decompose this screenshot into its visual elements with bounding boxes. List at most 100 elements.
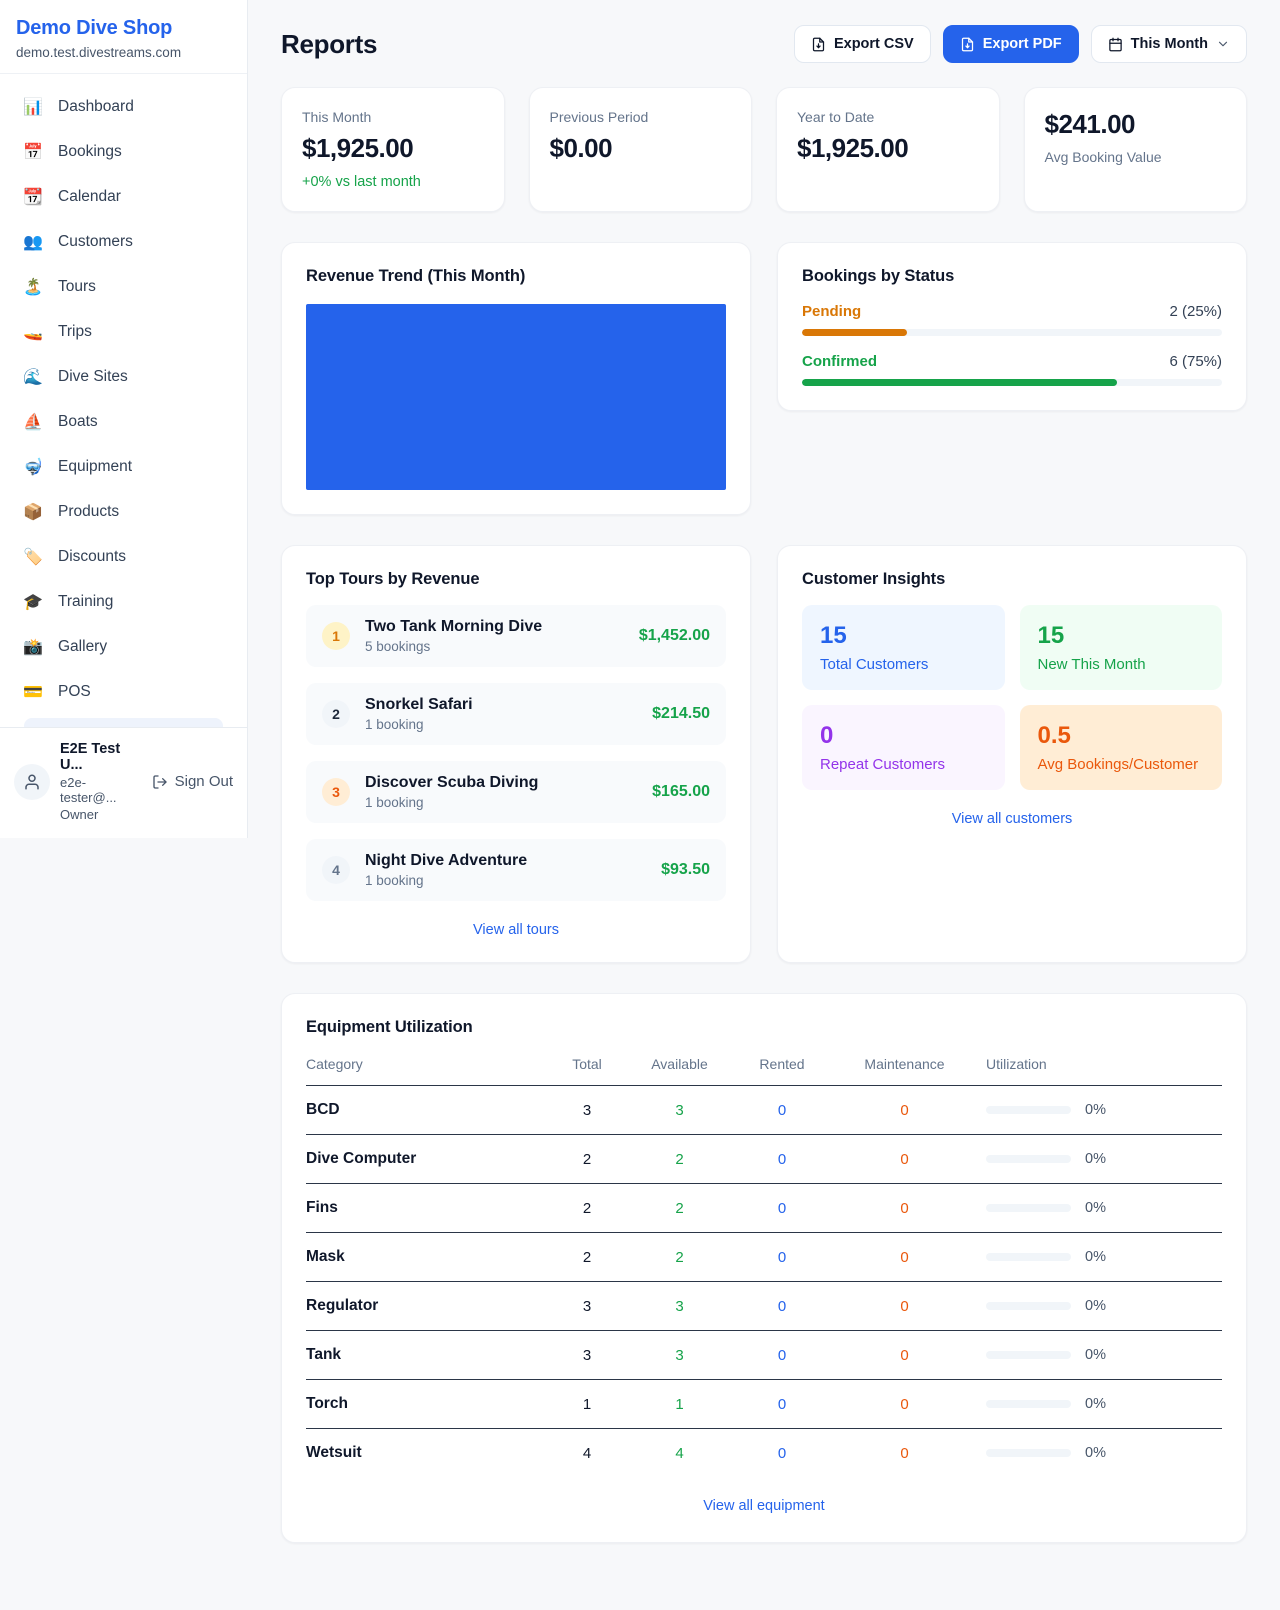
tour-list-item: 1 Two Tank Morning Dive 5 bookings $1,45…: [306, 605, 726, 667]
table-row: Regulator 3 3 0 0 0%: [306, 1281, 1222, 1331]
cell-available: 4: [675, 1444, 684, 1462]
tour-name: Discover Scuba Diving: [365, 774, 539, 791]
cell-category: Mask: [306, 1232, 542, 1282]
sidebar-item-label: Products: [58, 503, 120, 520]
stat-value: $1,925.00: [797, 133, 909, 163]
brand: Demo Dive Shop demo.test.divestreams.com: [0, 0, 247, 74]
export-csv-button[interactable]: Export CSV: [793, 25, 931, 63]
cell-category: Dive Computer: [306, 1134, 542, 1184]
sidebar-item-partial[interactable]: [24, 718, 223, 727]
view-all-equipment-link[interactable]: View all equipment: [703, 1498, 825, 1514]
insights-row: Top Tours by Revenue 1 Two Tank Morning …: [281, 545, 1247, 963]
island-icon: 🏝️: [23, 279, 43, 296]
sidebar-item-discounts[interactable]: 🏷️ Discounts: [12, 538, 235, 576]
period-label: This Month: [1130, 36, 1208, 52]
rank-badge: 3: [322, 778, 350, 806]
utilization-bar: [986, 1155, 1071, 1163]
calendar-icon: [1108, 37, 1122, 51]
utilization-bar: [986, 1253, 1071, 1261]
tour-list-item: 3 Discover Scuba Diving 1 booking $165.0…: [306, 761, 726, 823]
user-name: E2E Test U...: [60, 741, 121, 773]
table-row: Torch 1 1 0 0 0%: [306, 1379, 1222, 1429]
sidebar-item-pos[interactable]: 💳 POS: [12, 673, 235, 711]
cell-maintenance: 0: [837, 1183, 972, 1233]
table-row: Dive Computer 2 2 0 0 0%: [306, 1134, 1222, 1184]
tour-revenue: $1,452.00: [638, 627, 710, 644]
chevron-down-icon: [1218, 41, 1228, 47]
tour-name: Night Dive Adventure: [365, 852, 528, 869]
table-row: Tank 3 3 0 0 0%: [306, 1330, 1222, 1380]
tour-name: Two Tank Morning Dive: [365, 618, 543, 635]
tour-bookings: 5 bookings: [365, 639, 431, 654]
cell-category: BCD: [306, 1085, 542, 1135]
status-value: 6 (75%): [1169, 353, 1222, 370]
period-select[interactable]: This Month: [1090, 25, 1247, 63]
stat-label: Year to Date: [797, 109, 875, 125]
progress-track: [802, 329, 1222, 336]
view-all-tours-link[interactable]: View all tours: [473, 922, 559, 938]
main-content: Reports Export CSV Export PDF This Month: [248, 0, 1280, 1591]
cell-total: 1: [542, 1379, 632, 1429]
sign-out-button[interactable]: Sign Out: [152, 773, 233, 790]
cell-available: 3: [632, 1085, 727, 1135]
insight-value: 0: [820, 722, 834, 749]
cell-maintenance: 0: [900, 1444, 909, 1462]
sidebar-item-training[interactable]: 🎓 Training: [12, 583, 235, 621]
sidebar-item-customers[interactable]: 👥 Customers: [12, 223, 235, 261]
sidebar-item-gallery[interactable]: 📸 Gallery: [12, 628, 235, 666]
top-tours-title: Top Tours by Revenue: [306, 570, 480, 588]
stat-label: This Month: [302, 109, 372, 125]
revenue-trend-chart: [306, 304, 726, 490]
cell-rented: 0: [727, 1085, 837, 1135]
sidebar-item-label: Calendar: [58, 188, 121, 205]
cell-available: 3: [632, 1281, 727, 1331]
sidebar-item-label: Dashboard: [58, 98, 134, 115]
cell-utilization: 0%: [972, 1232, 1222, 1282]
cell-total: 2: [542, 1134, 632, 1184]
view-all-customers-link[interactable]: View all customers: [951, 811, 1073, 827]
sidebar-item-label: Customers: [58, 233, 133, 250]
bookings-by-status-title: Bookings by Status: [802, 267, 955, 285]
sidebar-item-label: Training: [58, 593, 114, 610]
table-row: BCD 3 3 0 0 0%: [306, 1085, 1222, 1135]
progress-fill: [802, 379, 1117, 386]
sidebar-item-equipment[interactable]: 🤿 Equipment: [12, 448, 235, 486]
insight-tile-repeat-customers: 0 Repeat Customers: [802, 705, 1005, 790]
sidebar-item-dive-sites[interactable]: 🌊 Dive Sites: [12, 358, 235, 396]
cell-available: 2: [632, 1134, 727, 1184]
cell-maintenance: 0: [837, 1379, 972, 1429]
insight-tile-avg-bookings: 0.5 Avg Bookings/Customer: [1019, 705, 1222, 790]
utilization-bar: [986, 1351, 1071, 1359]
sidebar-item-boats[interactable]: ⛵ Boats: [12, 403, 235, 441]
table-row: Fins 2 2 0 0 0%: [306, 1183, 1222, 1233]
cell-category: Regulator: [306, 1281, 542, 1331]
cell-rented: 0: [727, 1330, 837, 1380]
customer-insights-card: Customer Insights 15 Total Customers 15 …: [777, 545, 1247, 963]
sidebar-item-bookings[interactable]: 📅 Bookings: [12, 133, 235, 171]
sidebar-item-products[interactable]: 📦 Products: [12, 493, 235, 531]
user-box: E2E Test U... e2e-tester@... Owner Sign …: [0, 727, 247, 838]
user-meta: E2E Test U... e2e-tester@... Owner: [60, 741, 142, 822]
sidebar-item-trips[interactable]: 🚤 Trips: [12, 313, 235, 351]
sidebar-item-label: Discounts: [58, 548, 127, 565]
cell-utilization: 0%: [972, 1134, 1222, 1184]
sidebar-item-calendar[interactable]: 📆 Calendar: [12, 178, 235, 216]
cell-rented: 0: [727, 1379, 837, 1429]
tour-list: 1 Two Tank Morning Dive 5 bookings $1,45…: [306, 605, 726, 901]
calendar-icon: 📆: [23, 189, 43, 206]
sidebar-item-label: Tours: [58, 278, 96, 295]
sidebar-item-tours[interactable]: 🏝️ Tours: [12, 268, 235, 306]
stat-card-year-to-date: Year to Date $1,925.00: [776, 87, 1000, 212]
tour-bookings: 1 booking: [365, 795, 424, 810]
sidebar-item-dashboard[interactable]: 📊 Dashboard: [12, 88, 235, 126]
brand-domain: demo.test.divestreams.com: [16, 45, 182, 60]
status-label: Pending: [802, 303, 862, 320]
cell-maintenance: 0: [837, 1232, 972, 1282]
insight-grid: 15 Total Customers 15 New This Month 0 R…: [802, 605, 1222, 790]
column-header-utilization: Utilization: [972, 1047, 1222, 1086]
equipment-utilization-card: Equipment Utilization Category Total Ava…: [281, 993, 1247, 1543]
export-pdf-button[interactable]: Export PDF: [942, 25, 1079, 63]
header-actions: Export CSV Export PDF This Month: [793, 25, 1247, 63]
export-pdf-label: Export PDF: [982, 36, 1062, 52]
cell-rented: 0: [727, 1232, 837, 1282]
